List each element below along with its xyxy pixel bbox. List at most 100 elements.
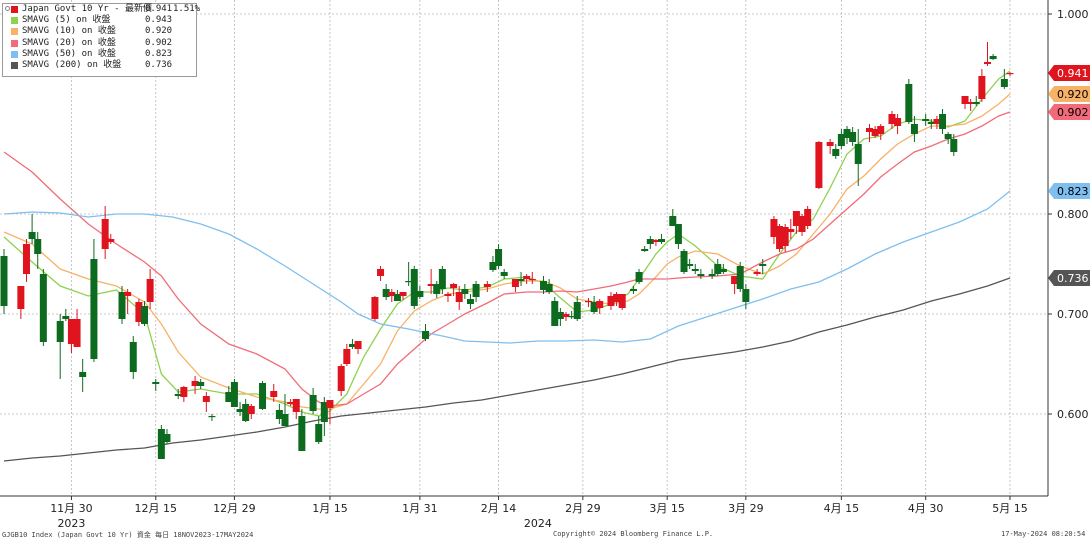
candle-body <box>523 276 531 279</box>
candle-body <box>191 381 199 386</box>
axes: 1.000 0.800 0.700 0.600 11月 30 12月 15 12月 29 1月… <box>0 0 1089 530</box>
candle-body <box>669 216 677 226</box>
value-tag-box <box>1048 104 1090 120</box>
candle-body <box>287 402 295 404</box>
candle <box>871 126 879 138</box>
candle-body <box>888 114 896 124</box>
candle-body <box>635 272 643 282</box>
candle-body <box>236 409 244 412</box>
candle <box>444 292 452 302</box>
candle-body <box>382 289 390 297</box>
candle-body <box>837 134 845 146</box>
candle <box>798 214 806 236</box>
candle-body <box>905 84 913 122</box>
legend-name: Japan Govt 10 Yr - 最新價 <box>22 4 152 14</box>
candle <box>242 399 250 422</box>
value-tag: 0.902 <box>1048 104 1090 120</box>
candle <box>62 309 70 321</box>
candle-body <box>719 269 727 272</box>
candle <box>348 339 356 349</box>
legend-value: 0.823 <box>145 48 173 59</box>
candle <box>427 269 435 294</box>
candle-body <box>17 286 25 309</box>
candle <box>202 392 210 412</box>
candle <box>618 294 626 310</box>
candle <box>405 262 413 286</box>
candle <box>275 404 283 424</box>
candle-body <box>691 269 699 271</box>
candle-body <box>641 249 649 251</box>
candle-body <box>568 316 576 318</box>
candle-body <box>933 119 941 124</box>
y-tick-label: 0.800 <box>1057 208 1089 221</box>
candle <box>905 79 913 124</box>
candle <box>753 269 761 276</box>
candle <box>197 379 205 389</box>
candle-body <box>315 424 323 442</box>
legend-name: SMAVG (10) on 收盤 <box>22 26 116 37</box>
candle <box>337 364 345 396</box>
candle <box>708 269 716 279</box>
candle-body <box>978 76 986 99</box>
candle <box>652 239 660 246</box>
candle-body <box>433 284 441 294</box>
candle-body <box>792 211 800 226</box>
candle <box>461 284 469 299</box>
candle-body <box>843 129 851 138</box>
candle <box>607 292 615 310</box>
candle <box>989 54 997 60</box>
candle-body <box>776 226 784 249</box>
value-tag-box <box>1048 270 1090 286</box>
candle-body <box>939 114 947 129</box>
candle <box>950 134 958 156</box>
candle-body <box>742 289 750 302</box>
candle <box>978 69 986 102</box>
candle <box>613 292 621 306</box>
candle-body <box>927 122 935 124</box>
candle-body <box>922 119 930 121</box>
value-tag-label: 0.902 <box>1057 106 1089 119</box>
candle-body <box>894 118 902 126</box>
candle-body <box>511 279 519 287</box>
candle-body <box>34 239 42 254</box>
candle <box>590 296 598 314</box>
candle-body <box>438 269 446 289</box>
x-tick-label: 3月 29 <box>728 502 764 515</box>
legend-item-sma10: SMAVG (10) on 收盤 0.920 <box>3 26 196 37</box>
candle <box>545 279 553 294</box>
candle <box>584 298 592 307</box>
candle-body <box>118 292 126 319</box>
candle <box>691 264 699 274</box>
candle <box>39 269 47 346</box>
candle-body <box>124 292 132 296</box>
candle-body <box>174 394 182 396</box>
ma-line <box>3 93 1011 410</box>
x-tick-label: 1月 31 <box>402 502 438 515</box>
candle-body <box>337 366 345 391</box>
candle <box>438 266 446 294</box>
candle-body <box>753 272 761 274</box>
candle-body <box>590 302 598 312</box>
candle-body <box>455 292 463 302</box>
footer-timestamp: 17-May-2024 08:20:54 <box>1001 530 1086 538</box>
candle <box>236 402 244 416</box>
footer-source: GJGB10 Index (Japan Govt 10 Yr) 資金 每日 18… <box>2 531 254 539</box>
candle-body <box>275 410 283 419</box>
candle-body <box>815 142 823 188</box>
candle <box>259 381 267 410</box>
candle-body <box>298 416 306 451</box>
candle-body <box>259 383 267 409</box>
value-tags: 0.941 0.920 0.902 0.823 0.736 <box>1048 65 1090 286</box>
candle <box>939 109 947 134</box>
candle <box>281 394 289 426</box>
candle-body <box>495 249 503 266</box>
candle-body <box>0 256 8 306</box>
candle <box>927 119 935 129</box>
value-tag-label: 0.736 <box>1057 272 1089 285</box>
candle-body <box>326 400 334 408</box>
candle-body <box>556 312 564 319</box>
legend-swatch <box>11 28 18 36</box>
candle-body <box>877 126 885 134</box>
candle-body <box>944 134 952 139</box>
x-tick-label: 2月 29 <box>565 502 601 515</box>
